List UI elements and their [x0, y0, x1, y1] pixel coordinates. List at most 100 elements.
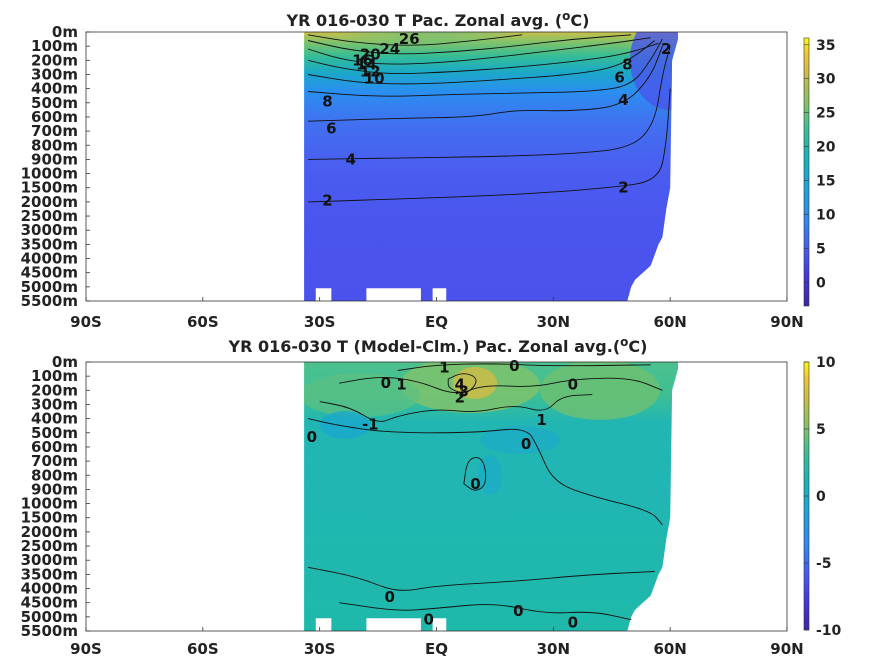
contour-label: 4 [346, 150, 356, 168]
x-tick-label: EQ [425, 640, 448, 656]
colorbar-tick-label: 0 [816, 489, 826, 505]
bottom-panel-title: YR 016-030 T (Model-Clm.) Pac. Zonal avg… [228, 335, 648, 356]
contour-label: 4 [455, 376, 465, 394]
colorbar-tick-label: 20 [816, 140, 836, 156]
colorbar-tick-label: 30 [816, 72, 836, 88]
y-tick-label: 1500m [21, 509, 78, 527]
y-tick-label: 500m [31, 424, 78, 442]
contour-line [307, 418, 663, 526]
top-colorbar [803, 37, 810, 307]
y-tick-label: 900m [31, 480, 78, 498]
x-tick-label: 30S [304, 313, 336, 331]
contour-label: 0 [385, 588, 395, 606]
y-tick-label: 200m [31, 381, 78, 399]
y-tick-label: 300m [31, 395, 78, 413]
y-tick-label: 200m [31, 51, 78, 69]
contour-label: 0 [513, 602, 523, 620]
y-tick-label: 5000m [21, 608, 78, 626]
contour-label: -1 [362, 415, 379, 433]
contour-label: 12 [360, 63, 381, 81]
y-tick-label: 700m [31, 122, 78, 140]
colorbar-tick-label: 35 [816, 38, 835, 54]
colorbar-tick-label: 25 [816, 106, 835, 122]
bottom-x-axis: 90S 60S 30S EQ 30N 60N 90N [70, 627, 804, 656]
seafloor-gap [366, 618, 421, 632]
top-panel: YR 016-030 T Pac. Zonal avg. (oC) 262420… [21, 9, 836, 331]
bottom-panel: YR 016-030 T (Model-Clm.) Pac. Zonal avg… [21, 335, 842, 656]
x-tick-label: 90N [770, 640, 803, 656]
x-tick-label: 60N [653, 640, 686, 656]
y-tick-label: 100m [31, 367, 78, 385]
contour-line [447, 373, 477, 393]
contour-line [339, 602, 632, 621]
contour-label: 14 [356, 56, 377, 74]
x-tick-label: EQ [425, 313, 448, 331]
contour-line [307, 34, 632, 55]
bottom-colorbar-ticks: 10 5 0 -5 -10 [804, 355, 842, 639]
colorbar-tick-label: 5 [816, 241, 826, 257]
y-tick-label: 3500m [21, 235, 78, 253]
contour-label: 4 [618, 91, 628, 109]
contour-label: 6 [614, 68, 624, 86]
top-temperature-field [304, 32, 678, 301]
contour-line [307, 34, 523, 46]
y-tick-label: 2500m [21, 537, 78, 555]
y-tick-label: 100m [31, 37, 78, 55]
contour-label: 1 [396, 376, 406, 394]
x-tick-label: 60S [187, 313, 219, 331]
x-tick-label: 60N [653, 313, 686, 331]
y-tick-label: 600m [31, 108, 78, 126]
colorbar-tick-label: -5 [816, 556, 832, 572]
x-tick-label: 30N [537, 313, 570, 331]
y-tick-label: 4000m [21, 580, 78, 598]
contour-label: 0 [521, 435, 531, 453]
y-tick-label: 5500m [21, 622, 78, 640]
contour-label: 26 [399, 30, 420, 48]
bottom-anomaly-field [304, 362, 678, 631]
y-tick-label: 4500m [21, 264, 78, 282]
y-tick-label: 400m [31, 410, 78, 428]
y-tick-label: 5000m [21, 278, 78, 296]
contour-label: 6 [326, 119, 336, 137]
contour-label: 0 [381, 374, 391, 392]
colorbar-tick-label: -10 [816, 623, 842, 639]
contour-label: 10 [364, 70, 385, 88]
y-tick-label: 900m [31, 150, 78, 168]
contour-line [307, 566, 655, 591]
seafloor-gap [366, 288, 421, 302]
top-contour-lines [307, 34, 671, 302]
y-tick-label: 500m [31, 94, 78, 112]
contour-label: 2 [661, 40, 671, 58]
y-tick-label: 600m [31, 438, 78, 456]
y-tick-label: 700m [31, 452, 78, 470]
contour-line [307, 40, 655, 85]
seafloor-gap [315, 618, 332, 632]
seafloor-gap [315, 288, 332, 302]
y-tick-label: 1000m [21, 495, 78, 513]
bottom-y-axis: 0m100m200m300m400m500m600m700m800m900m10… [21, 353, 90, 640]
x-tick-label: 30N [537, 640, 570, 656]
x-tick-label: 90N [770, 313, 803, 331]
y-tick-label: 300m [31, 65, 78, 83]
y-tick-label: 4000m [21, 250, 78, 268]
x-tick-label: 60S [187, 640, 219, 656]
contour-label: 2 [618, 179, 628, 197]
x-tick-label: 90S [70, 313, 102, 331]
colorbar-tick-label: 10 [816, 207, 836, 223]
y-tick-label: 2000m [21, 523, 78, 541]
contour-label: 8 [622, 56, 632, 74]
contour-line [307, 38, 663, 97]
contour-label: 0 [509, 357, 519, 375]
contour-line [307, 88, 671, 203]
seafloor-gap [432, 618, 447, 632]
contour-label: 24 [379, 40, 400, 58]
y-tick-label: 3000m [21, 221, 78, 239]
y-tick-label: 3000m [21, 551, 78, 569]
y-tick-label: 4500m [21, 594, 78, 612]
contour-label: 1 [536, 411, 546, 429]
top-x-axis: 90S 60S 30S EQ 30N 60N 90N [70, 297, 804, 331]
contour-line [307, 46, 671, 160]
contour-label: 1 [439, 359, 449, 377]
